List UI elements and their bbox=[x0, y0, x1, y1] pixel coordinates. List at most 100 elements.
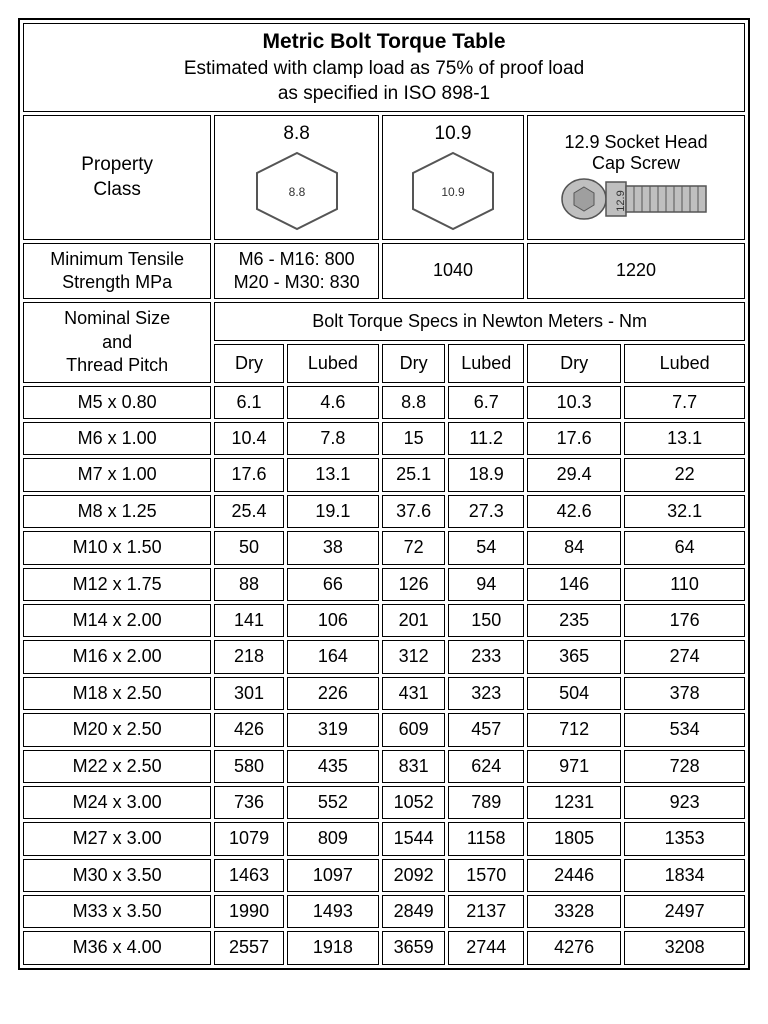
tensile-label-2: Strength MPa bbox=[62, 272, 172, 292]
value-cell: 106 bbox=[287, 604, 379, 637]
value-cell: 7.7 bbox=[624, 386, 745, 419]
value-cell: 164 bbox=[287, 640, 379, 673]
table-row: M7 x 1.0017.613.125.118.929.422 bbox=[23, 458, 745, 491]
value-cell: 235 bbox=[527, 604, 621, 637]
table-row: M24 x 3.0073655210527891231923 bbox=[23, 786, 745, 819]
value-cell: 146 bbox=[527, 568, 621, 601]
torque-table: Metric Bolt Torque Table Estimated with … bbox=[18, 18, 750, 970]
table-row: M30 x 3.50146310972092157024461834 bbox=[23, 859, 745, 892]
value-cell: 609 bbox=[382, 713, 445, 746]
title-cell: Metric Bolt Torque Table Estimated with … bbox=[23, 23, 745, 112]
class-109-label: 10.9 bbox=[385, 122, 521, 147]
size-cell: M10 x 1.50 bbox=[23, 531, 211, 564]
value-cell: 301 bbox=[214, 677, 284, 710]
value-cell: 2849 bbox=[382, 895, 445, 928]
title-line2: Estimated with clamp load as 75% of proo… bbox=[26, 57, 742, 82]
value-cell: 50 bbox=[214, 531, 284, 564]
value-cell: 38 bbox=[287, 531, 379, 564]
value-cell: 54 bbox=[448, 531, 524, 564]
class-129-label-1: 12.9 Socket Head bbox=[564, 132, 707, 152]
value-cell: 1231 bbox=[527, 786, 621, 819]
value-cell: 8.8 bbox=[382, 386, 445, 419]
value-cell: 66 bbox=[287, 568, 379, 601]
value-cell: 18.9 bbox=[448, 458, 524, 491]
value-cell: 4276 bbox=[527, 931, 621, 964]
class-129-label-2: Cap Screw bbox=[592, 153, 680, 173]
size-cell: M18 x 2.50 bbox=[23, 677, 211, 710]
value-cell: 323 bbox=[448, 677, 524, 710]
value-cell: 42.6 bbox=[527, 495, 621, 528]
value-cell: 3659 bbox=[382, 931, 445, 964]
table-row: M36 x 4.00255719183659274442763208 bbox=[23, 931, 745, 964]
class-109-cell: 10.9 10.9 bbox=[382, 115, 524, 240]
value-cell: 126 bbox=[382, 568, 445, 601]
svg-text:10.9: 10.9 bbox=[441, 185, 465, 199]
class-129-cell: 12.9 Socket Head Cap Screw 12.9 bbox=[527, 115, 745, 240]
value-cell: 580 bbox=[214, 750, 284, 783]
tensile-label-1: Minimum Tensile bbox=[50, 249, 184, 269]
value-cell: 552 bbox=[287, 786, 379, 819]
value-cell: 4.6 bbox=[287, 386, 379, 419]
svg-text:8.8: 8.8 bbox=[288, 185, 305, 199]
value-cell: 1805 bbox=[527, 822, 621, 855]
table-row: M16 x 2.00218164312233365274 bbox=[23, 640, 745, 673]
value-cell: 1353 bbox=[624, 822, 745, 855]
tensile-109: 1040 bbox=[382, 243, 524, 300]
value-cell: 32.1 bbox=[624, 495, 745, 528]
table-row: M6 x 1.0010.47.81511.217.613.1 bbox=[23, 422, 745, 455]
size-cell: M12 x 1.75 bbox=[23, 568, 211, 601]
table-row: M8 x 1.2525.419.137.627.342.632.1 bbox=[23, 495, 745, 528]
table-row: M18 x 2.50301226431323504378 bbox=[23, 677, 745, 710]
value-cell: 94 bbox=[448, 568, 524, 601]
value-cell: 10.4 bbox=[214, 422, 284, 455]
value-cell: 2137 bbox=[448, 895, 524, 928]
value-cell: 2744 bbox=[448, 931, 524, 964]
value-cell: 72 bbox=[382, 531, 445, 564]
value-cell: 10.3 bbox=[527, 386, 621, 419]
col-lubed-129: Lubed bbox=[624, 344, 745, 383]
size-cell: M7 x 1.00 bbox=[23, 458, 211, 491]
value-cell: 13.1 bbox=[287, 458, 379, 491]
value-cell: 25.1 bbox=[382, 458, 445, 491]
value-cell: 831 bbox=[382, 750, 445, 783]
size-cell: M16 x 2.00 bbox=[23, 640, 211, 673]
value-cell: 2446 bbox=[527, 859, 621, 892]
value-cell: 6.1 bbox=[214, 386, 284, 419]
value-cell: 25.4 bbox=[214, 495, 284, 528]
value-cell: 201 bbox=[382, 604, 445, 637]
value-cell: 728 bbox=[624, 750, 745, 783]
property-class-label-cell: Property Class bbox=[23, 115, 211, 240]
value-cell: 312 bbox=[382, 640, 445, 673]
value-cell: 84 bbox=[527, 531, 621, 564]
value-cell: 1463 bbox=[214, 859, 284, 892]
value-cell: 2497 bbox=[624, 895, 745, 928]
value-cell: 22 bbox=[624, 458, 745, 491]
value-cell: 431 bbox=[382, 677, 445, 710]
table-row: M22 x 2.50580435831624971728 bbox=[23, 750, 745, 783]
value-cell: 789 bbox=[448, 786, 524, 819]
value-cell: 29.4 bbox=[527, 458, 621, 491]
value-cell: 88 bbox=[214, 568, 284, 601]
size-cell: M27 x 3.00 bbox=[23, 822, 211, 855]
size-cell: M24 x 3.00 bbox=[23, 786, 211, 819]
size-cell: M36 x 4.00 bbox=[23, 931, 211, 964]
value-cell: 110 bbox=[624, 568, 745, 601]
value-cell: 534 bbox=[624, 713, 745, 746]
specs-header: Bolt Torque Specs in Newton Meters - Nm bbox=[214, 302, 745, 341]
value-cell: 923 bbox=[624, 786, 745, 819]
size-cell: M6 x 1.00 bbox=[23, 422, 211, 455]
tensile-129: 1220 bbox=[527, 243, 745, 300]
value-cell: 1097 bbox=[287, 859, 379, 892]
value-cell: 17.6 bbox=[527, 422, 621, 455]
nominal-label-cell: Nominal Size and Thread Pitch bbox=[23, 302, 211, 382]
size-cell: M20 x 2.50 bbox=[23, 713, 211, 746]
value-cell: 13.1 bbox=[624, 422, 745, 455]
table-row: M20 x 2.50426319609457712534 bbox=[23, 713, 745, 746]
value-cell: 226 bbox=[287, 677, 379, 710]
size-cell: M5 x 0.80 bbox=[23, 386, 211, 419]
value-cell: 7.8 bbox=[287, 422, 379, 455]
value-cell: 1052 bbox=[382, 786, 445, 819]
title-line3: as specified in ISO 898-1 bbox=[26, 82, 742, 107]
value-cell: 435 bbox=[287, 750, 379, 783]
col-dry-109: Dry bbox=[382, 344, 445, 383]
